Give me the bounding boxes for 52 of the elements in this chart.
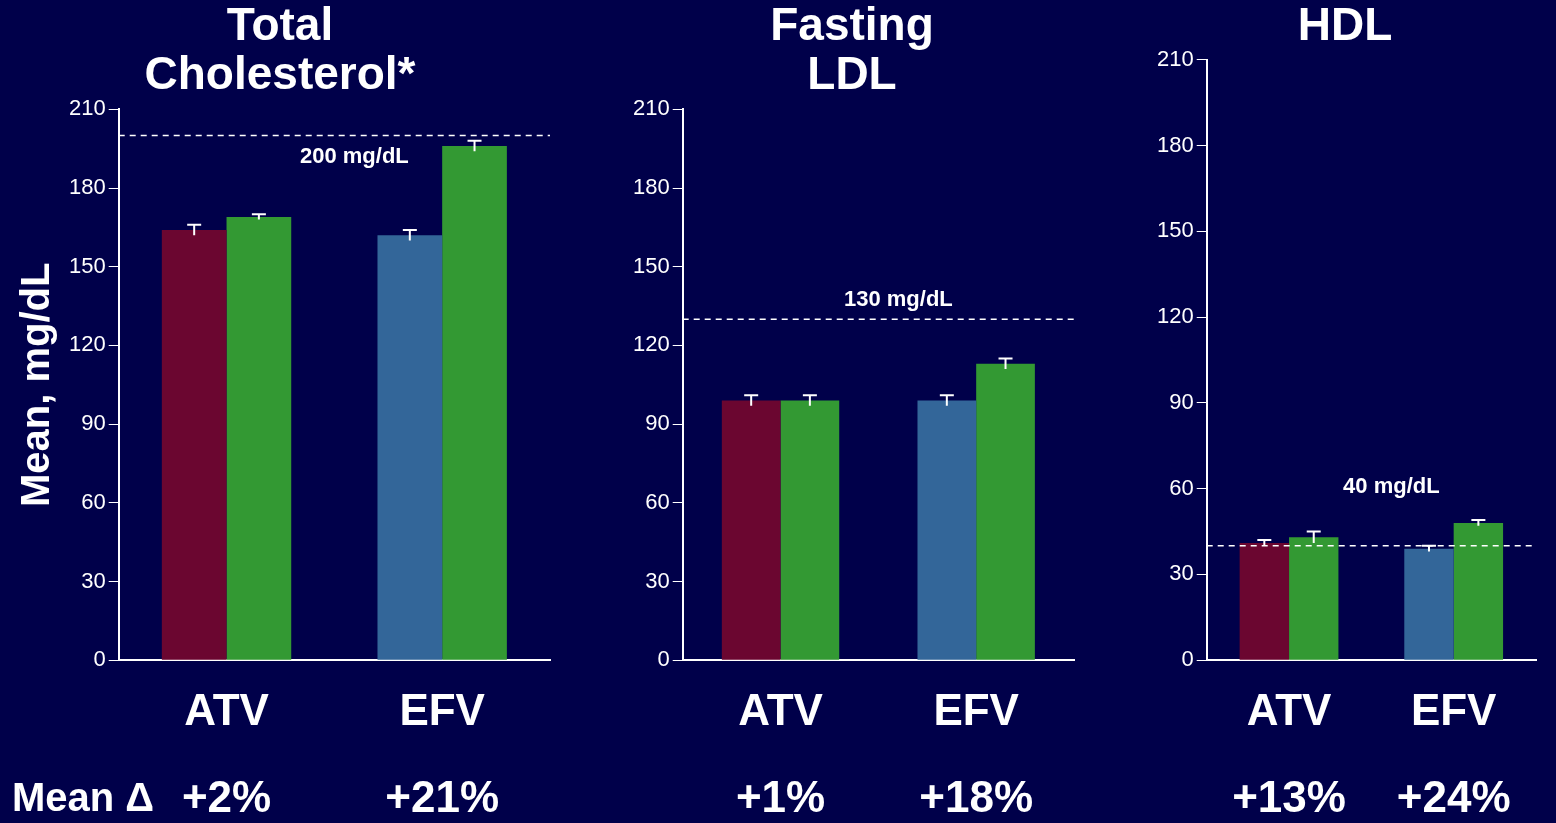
y-tick-label: 60 [81, 488, 106, 514]
y-tick-label: 90 [1169, 388, 1194, 414]
text: +24% [1396, 772, 1511, 822]
bar [161, 230, 227, 660]
x-tick-label: ATV [184, 684, 270, 734]
y-tick-label: 0 [1181, 646, 1194, 672]
x-tick-label: EFV [399, 684, 486, 734]
ref-line-label: 200 mg/dL [299, 142, 409, 168]
bar [1239, 542, 1290, 660]
y-tick-label: 120 [632, 331, 670, 357]
y-tick-label: 60 [1169, 474, 1194, 500]
y-tick-label: 180 [632, 174, 670, 200]
y-tick-label: 150 [68, 252, 106, 278]
ref-line-label: 40 mg/dL [1343, 472, 1440, 498]
y-tick-label: 0 [657, 646, 670, 672]
text: +13% [1232, 772, 1346, 822]
y-tick-label: 150 [1156, 217, 1194, 243]
bar [1453, 522, 1504, 660]
x-tick-label: EFV [933, 684, 1020, 734]
y-tick-label: 180 [1156, 131, 1194, 157]
x-tick-label: EFV [1410, 684, 1498, 734]
bar [442, 146, 507, 660]
bar [1289, 537, 1339, 660]
text: Mean Δ [12, 775, 155, 820]
chart-title: Fasting LDL [770, 0, 934, 100]
y-tick-label: 210 [632, 95, 670, 121]
y-tick-label: 210 [1156, 45, 1194, 71]
text: +1% [735, 772, 826, 822]
ref-line-label: 130 mg/dL [843, 286, 953, 312]
y-tick-label: 30 [645, 567, 670, 593]
x-tick-label: ATV [1246, 684, 1333, 734]
y-tick-label: 180 [68, 174, 106, 200]
y-tick-label: 0 [93, 646, 106, 672]
text: +18% [919, 772, 1034, 822]
bar [226, 216, 292, 660]
y-tick-label: 120 [68, 331, 106, 357]
y-tick-label: 210 [68, 95, 106, 121]
y-axis-title: Mean, mg/dL [13, 262, 58, 508]
y-tick-label: 90 [645, 410, 670, 436]
x-tick-label: ATV [738, 684, 824, 734]
y-tick-label: 150 [632, 252, 670, 278]
chart-title: Total Cholesterol* [144, 0, 416, 100]
bar [1404, 548, 1454, 660]
chart-title: HDL [1297, 0, 1393, 50]
text: +21% [385, 772, 500, 822]
text: +2% [181, 772, 272, 822]
y-tick-label: 120 [1156, 303, 1194, 329]
y-tick-label: 90 [81, 410, 106, 436]
y-tick-label: 60 [645, 488, 670, 514]
y-tick-label: 30 [1169, 560, 1194, 586]
y-tick-label: 30 [81, 567, 106, 593]
bar [377, 235, 443, 660]
